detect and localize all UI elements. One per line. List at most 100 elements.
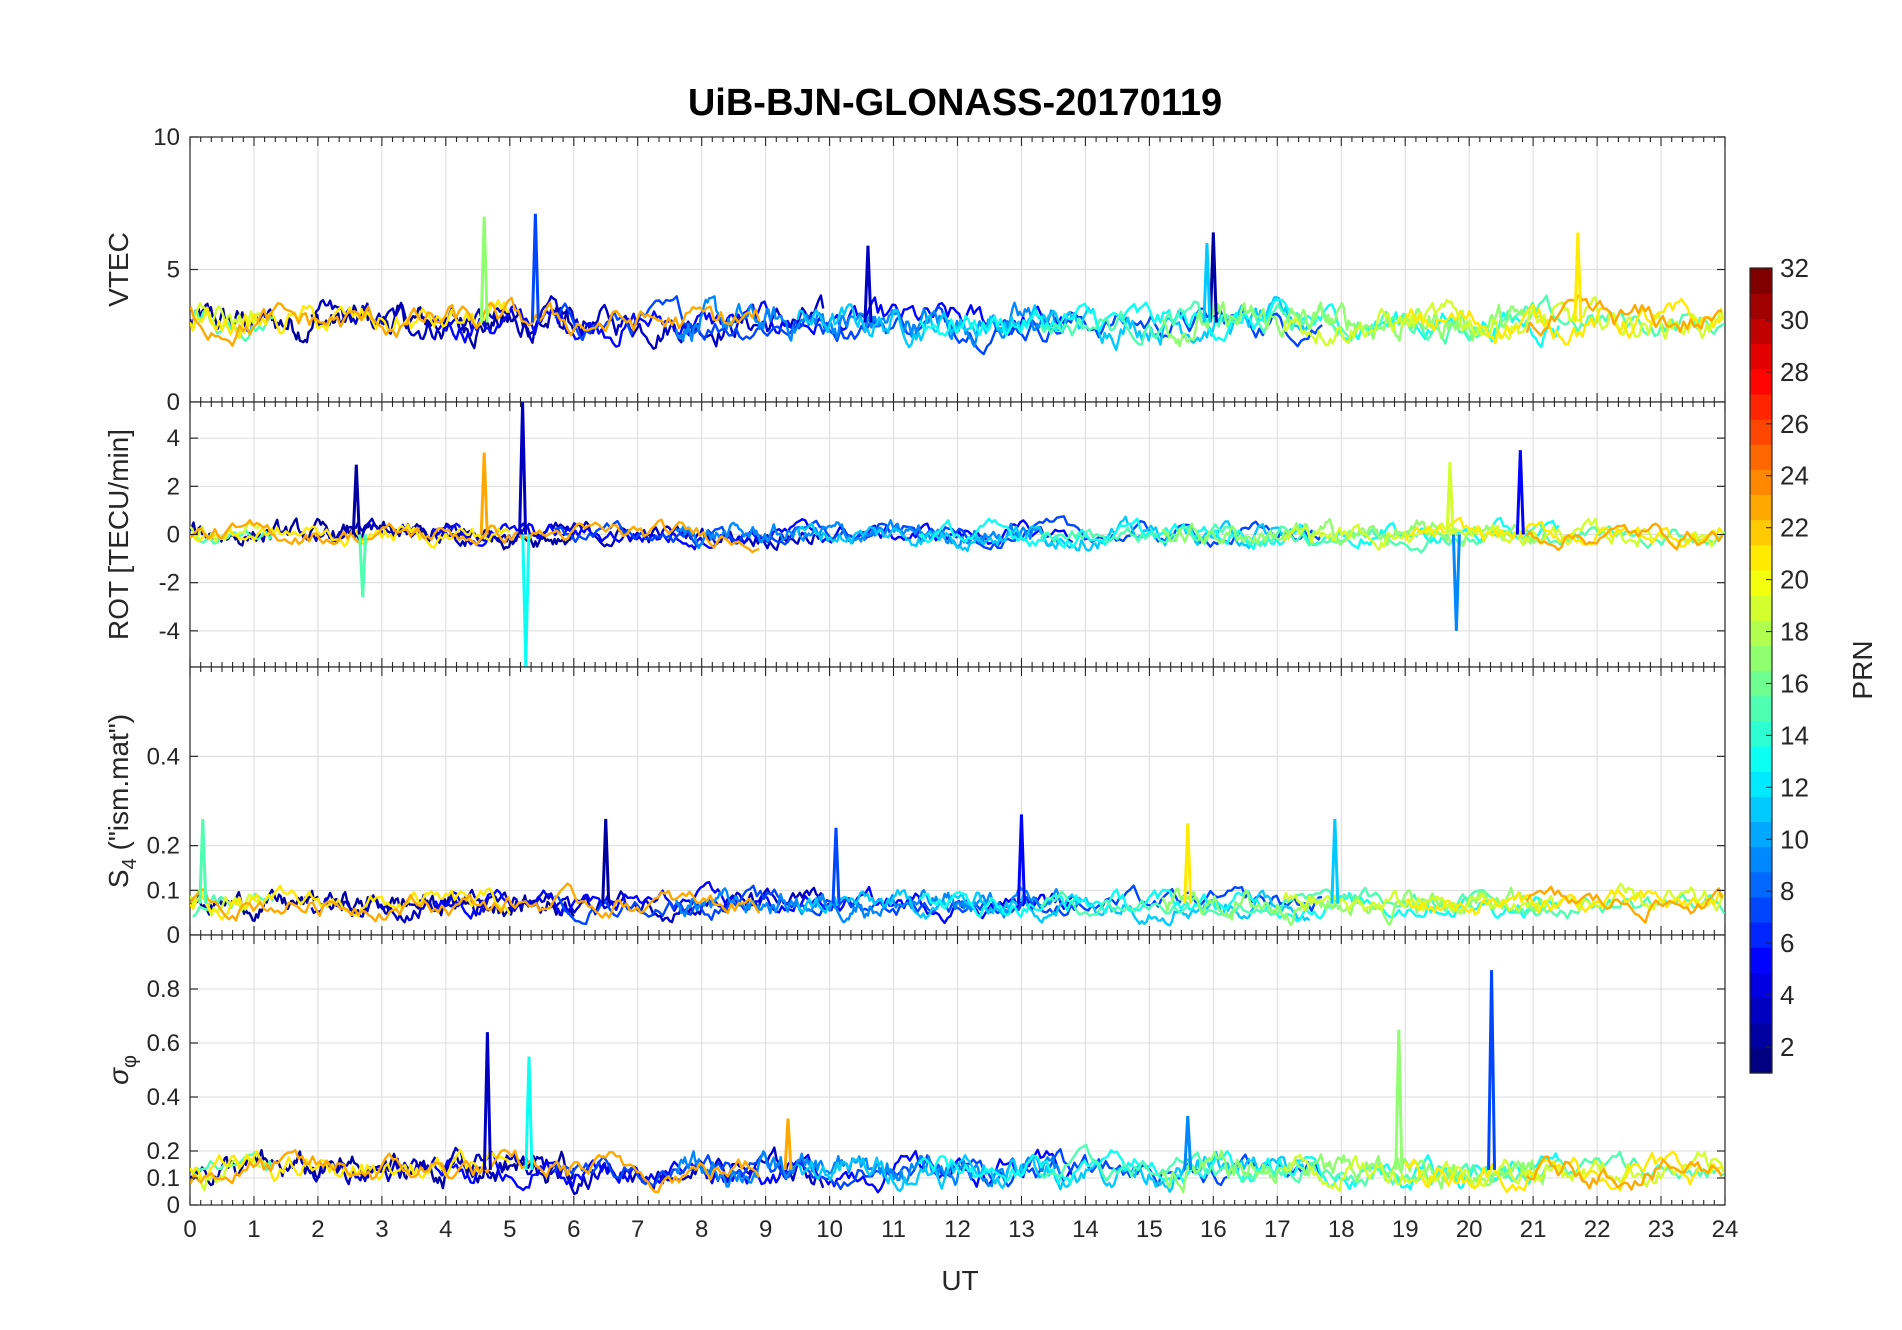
spike-rot <box>518 402 528 535</box>
panel-rot-ylabel: ROT [TECU/min] <box>103 429 134 640</box>
spike-s4 <box>831 827 841 904</box>
ylabel-sub: φ <box>119 1055 141 1068</box>
y-tick-label: -2 <box>159 570 180 597</box>
x-tick-label: 2 <box>311 1216 324 1243</box>
x-tick-label: 5 <box>503 1216 516 1243</box>
series-prn-21 <box>190 297 1724 346</box>
series-prn-11 <box>796 515 1311 553</box>
chart-title: UiB-BJN-GLONASS-20170119 <box>688 82 1222 124</box>
x-ticks <box>189 402 1726 667</box>
y-tick-label: 0 <box>167 522 180 549</box>
colorbar-segment <box>1750 368 1772 395</box>
y-tick-label: 0 <box>167 1192 180 1219</box>
colorbar-segment <box>1750 947 1772 973</box>
colorbar-segment <box>1750 393 1772 420</box>
x-tick-label: 14 <box>1072 1216 1099 1243</box>
spike-vtec <box>1202 242 1212 323</box>
series-prn-17 <box>1161 1149 1547 1194</box>
colorbar-segment <box>1750 418 1772 445</box>
x-tick-label: 23 <box>1648 1216 1675 1243</box>
panel-rot: -4 -2 0 2 4 ROT [TECU/min] <box>103 401 1726 668</box>
colorbar-segment <box>1750 871 1772 898</box>
colorbar-segment <box>1750 972 1772 999</box>
series-prn-11 <box>796 296 1311 352</box>
x-tick-label: 9 <box>759 1216 772 1243</box>
colorbar-tick-label: 24 <box>1780 461 1809 491</box>
colorbar-segment <box>1750 645 1772 672</box>
spike-sigma <box>482 1032 492 1170</box>
spike-s4 <box>198 818 208 904</box>
y-tick-label: 4 <box>167 425 180 452</box>
x-tick-label: 13 <box>1008 1216 1035 1243</box>
colorbar-frame <box>1749 267 1773 1074</box>
colorbar-segment <box>1750 922 1772 948</box>
x-tick-label: 4 <box>439 1216 452 1243</box>
ylabel-rest: ("ism.mat") <box>103 714 134 858</box>
colorbar-tick-label: 32 <box>1780 253 1809 283</box>
colorbar-segment <box>1750 846 1772 873</box>
colorbar-tick-label: 4 <box>1780 980 1794 1010</box>
y-tick-label: 5 <box>167 257 180 284</box>
x-tick-label: 15 <box>1136 1216 1163 1243</box>
colorbar-segment <box>1750 771 1772 797</box>
y-tick-label: 10 <box>153 124 180 151</box>
panel-s4-series <box>190 814 1725 927</box>
y-tick-label: 0 <box>167 389 180 416</box>
x-ticks <box>189 137 1726 402</box>
series-prn-13 <box>918 888 1560 923</box>
colorbar-tick-label: 18 <box>1780 617 1809 647</box>
series-prn-3 <box>310 886 825 924</box>
spike-rot <box>1451 534 1461 631</box>
colorbar-segment <box>1750 670 1772 697</box>
x-tick-label: 6 <box>567 1216 580 1243</box>
y-tick-label: 0.4 <box>147 1084 180 1111</box>
x-ticks <box>189 667 1726 935</box>
series-prn-23 <box>190 1148 1724 1194</box>
x-tick-label: 0 <box>183 1216 196 1243</box>
x-tick-label: 1 <box>247 1216 260 1243</box>
colorbar-segment <box>1750 293 1772 319</box>
panel-sigma-ylabel: σφ <box>103 1055 141 1085</box>
colorbar-segment <box>1750 268 1772 294</box>
spike-sigma <box>1394 1029 1404 1170</box>
colorbar-segment <box>1750 469 1772 496</box>
y-tick-label: 0.4 <box>147 743 180 770</box>
colorbar-segment <box>1750 720 1772 747</box>
x-tick-label: 24 <box>1712 1216 1739 1243</box>
spike-rot <box>1515 450 1525 535</box>
x-tick-label: 11 <box>881 1216 906 1243</box>
colorbar-segment <box>1750 544 1772 571</box>
colorbar-segment <box>1750 796 1772 823</box>
ylabel-main: S <box>103 869 134 888</box>
spike-vtec <box>1573 232 1583 323</box>
spike-rot <box>479 452 489 535</box>
spike-sigma <box>1487 970 1497 1170</box>
colorbar-segment <box>1750 997 1772 1024</box>
spike-s4 <box>1183 823 1193 904</box>
ylabel-sub: 4 <box>119 858 141 869</box>
x-tick-label: 18 <box>1328 1216 1355 1243</box>
colorbar-tick-label: 10 <box>1780 824 1809 854</box>
spike-vtec <box>863 245 873 323</box>
colorbar-segment <box>1750 444 1772 470</box>
panel-vtec-series <box>190 213 1725 356</box>
spike-sigma <box>1183 1115 1193 1170</box>
colorbar-segment <box>1750 1047 1772 1074</box>
spike-s4 <box>1330 818 1340 904</box>
x-tick-label: 20 <box>1456 1216 1483 1243</box>
colorbar-segment <box>1750 494 1772 521</box>
panel-sigma: 00.10.2 0.4 0.6 0.8 σφ <box>103 934 1726 1219</box>
y-tick-label: 0 <box>167 922 180 949</box>
colorbar-tick-label: 2 <box>1780 1032 1794 1062</box>
colorbar-tick-label: 28 <box>1780 357 1809 387</box>
y-tick-label: 0.8 <box>147 976 180 1003</box>
y-tick-label: 0.1 <box>147 1165 180 1192</box>
series-prn-9 <box>675 519 1060 550</box>
panel-vtec: 0 5 10 VTEC <box>103 124 1726 416</box>
x-tick-label: 3 <box>375 1216 388 1243</box>
colorbar-segment <box>1750 695 1772 722</box>
colorbar-segment <box>1750 1022 1772 1049</box>
colorbar-label: PRN <box>1847 640 1878 699</box>
colorbar-segment <box>1750 896 1772 923</box>
